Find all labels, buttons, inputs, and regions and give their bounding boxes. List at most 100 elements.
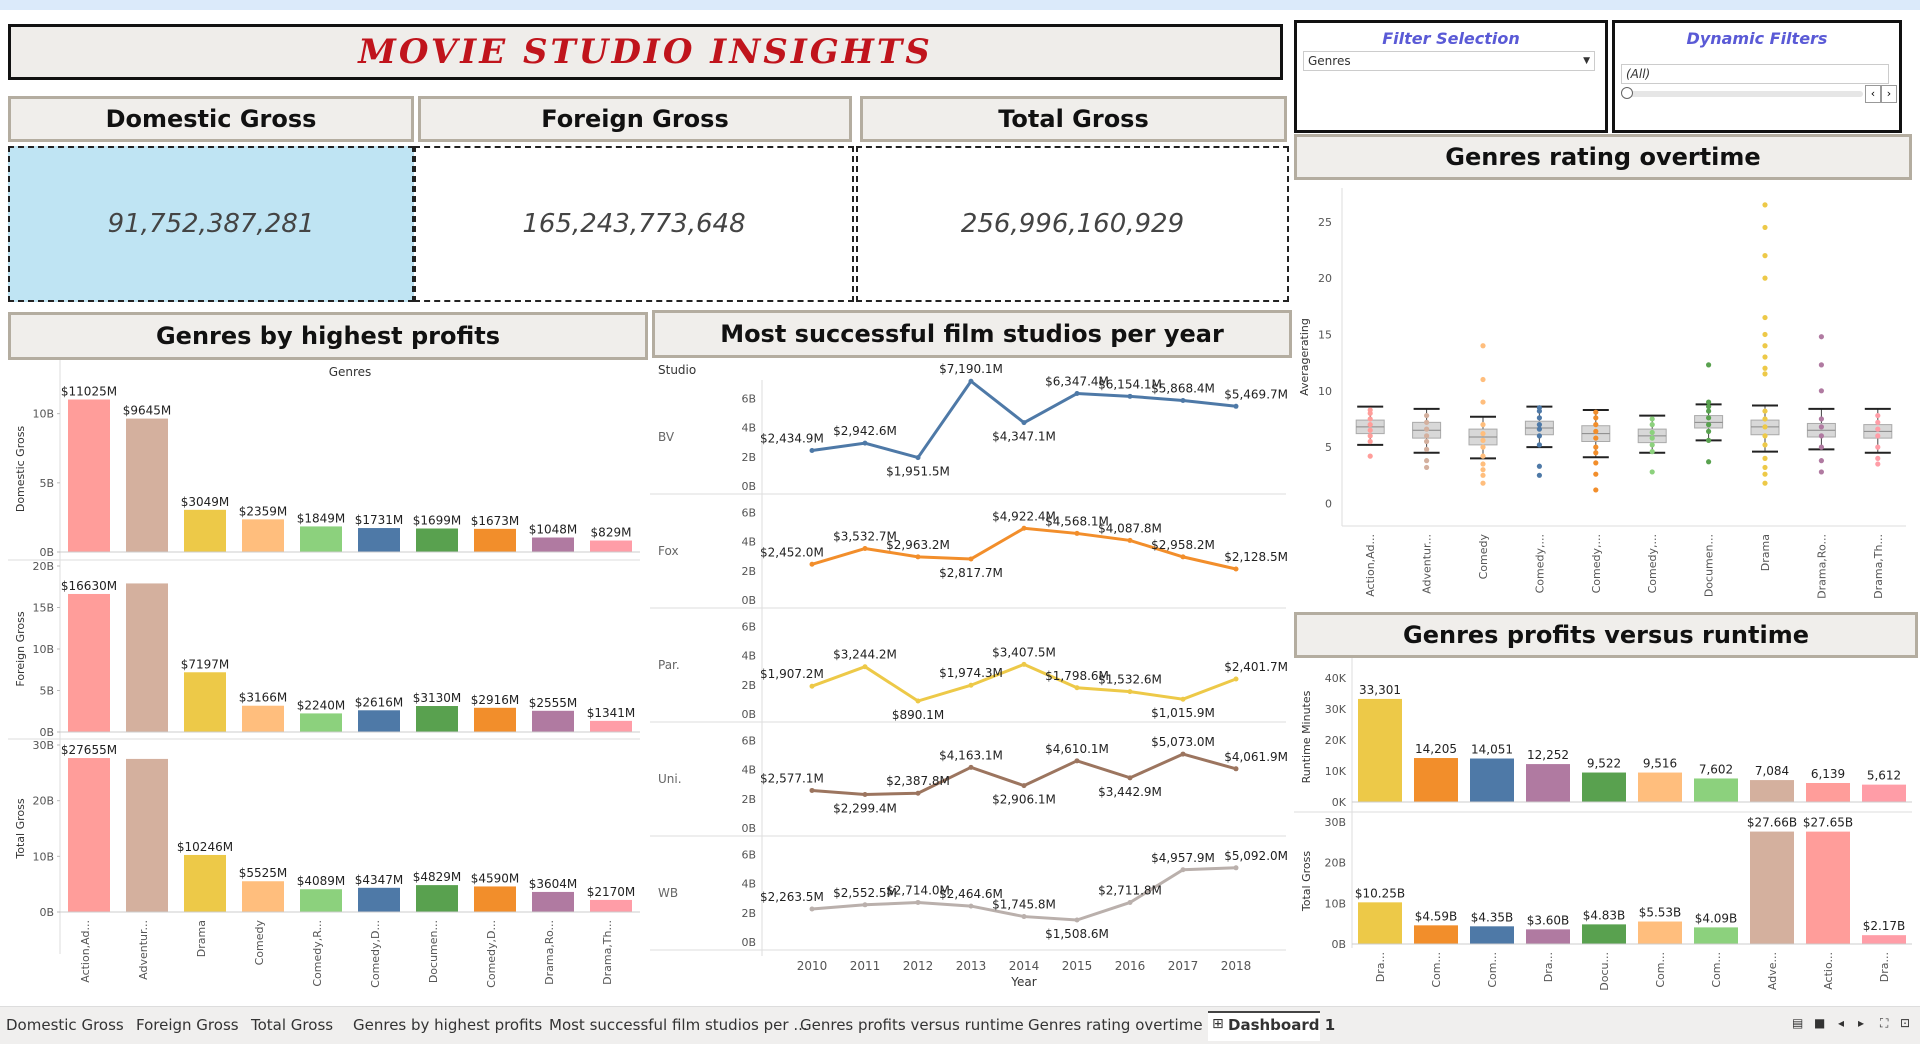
next-sheet-icon[interactable]: ▸ [1858,1016,1865,1030]
bar [1862,784,1906,802]
bar-label: $829M [591,526,632,540]
rating-point [1818,433,1824,439]
point-label: $5,469.7M [1224,387,1288,401]
bar [1414,925,1458,944]
x-tick-label: Documen... [1703,534,1716,597]
y-tick-label: 20 [1318,272,1332,285]
x-tick-label: Docu... [1598,952,1611,991]
data-point [1021,661,1027,667]
filter-selection-dropdown[interactable]: Genres ▼ [1303,51,1595,71]
dashboard-title-box: MOVIE STUDIO INSIGHTS [8,24,1283,80]
rating-point [1762,433,1768,439]
rating-point [1480,431,1486,437]
bar [358,887,400,912]
tab-dashboard-1[interactable]: Dashboard 1 [1228,1016,1336,1034]
kpi-value-total[interactable]: 256,996,160,929 [856,146,1289,302]
data-point [809,448,815,454]
point-label: $2,963.2M [886,538,950,552]
x-tick-label: Adventur... [1421,534,1434,594]
bar [68,399,110,552]
dynamic-filters-slider-track[interactable] [1623,91,1863,97]
data-point [1074,530,1080,536]
rating-point [1480,467,1486,473]
filmstrip-icon[interactable]: ■ [1814,1016,1826,1030]
bar-label: $4.83B [1583,908,1626,922]
y-tick-label: 30K [1325,703,1347,716]
rating-point [1536,422,1542,428]
presentation-icon[interactable]: ⊡ [1900,1016,1911,1030]
bar-label: $2555M [529,696,578,710]
rating-point [1762,416,1768,422]
rating-point [1706,403,1712,410]
rating-boxplot-chart[interactable]: 0 5 10 15 20 25 Averagerating Action,Ad... Adven… [1294,180,1912,610]
bar-label: $4.35B [1471,910,1514,924]
rating-point [1762,202,1768,208]
tab-genres-profits-runtime[interactable]: Genres profits versus runtime [800,1016,1024,1034]
data-point [809,787,815,793]
studios-line-chart[interactable]: Studio BV 0B 2B 4B 6B $2,434.9M $2,942.6M $1,951… [650,358,1292,994]
runtime-bar-chart[interactable]: 0K 10K 20K 30K 40K Runtime Minutes 33,301 14,20… [1294,658,1918,994]
kpi-value-foreign[interactable]: 165,243,773,648 [414,146,854,302]
rating-point [1762,253,1768,259]
y-tick-label: 10K [1325,765,1347,778]
bar [242,881,284,912]
tab-genres-by-highest-profits[interactable]: Genres by highest profits [353,1016,543,1034]
bar [242,705,284,732]
y-tick-label: 15 [1318,328,1332,341]
sheet-sorter-icon[interactable]: ▤ [1792,1016,1804,1030]
column-header: Studio [658,363,696,377]
data-point [1233,766,1239,772]
x-tick-label: Documen... [427,920,440,983]
bar-label: 14,051 [1471,743,1513,757]
x-tick-label: Drama,Ro... [1815,534,1828,599]
fullscreen-icon[interactable]: ⛶ [1880,1016,1889,1030]
rating-point [1424,458,1430,464]
point-label: $1,532.6M [1098,673,1162,687]
rating-point [1424,464,1430,471]
rating-point [1762,408,1768,414]
slider-next-icon[interactable]: › [1881,85,1897,103]
bar [1470,926,1514,944]
x-tick-label: Dra... [1878,952,1891,982]
rating-point [1762,371,1768,377]
genres-profits-chart[interactable]: Genres 0B 5B 10B Domestic Gross $11025M $9645M… [8,360,648,994]
tab-most-successful-studios[interactable]: Most successful film studios per ... [549,1016,808,1034]
y-tick-label: 2B [741,793,756,806]
y-tick-label: 10B [32,408,54,421]
y-tick-label: 5 [1325,441,1332,454]
bar [416,528,458,552]
bar-label: $5.53B [1639,906,1682,920]
kpi-value-domestic[interactable]: 91,752,387,281 [8,146,414,302]
rating-point [1424,412,1430,419]
rating-point [1649,422,1655,428]
point-label: $2,552.5M [833,886,897,900]
chevron-down-icon[interactable]: ▼ [1583,56,1590,66]
x-tick-label: Action,Ad... [1364,534,1377,597]
tab-domestic-gross[interactable]: Domestic Gross [6,1016,124,1034]
y-axis-title: Averagerating [1298,318,1311,396]
tab-total-gross[interactable]: Total Gross [251,1016,334,1034]
bar [358,528,400,552]
data-point [968,378,974,384]
point-label: $1,745.8M [992,898,1056,912]
tab-foreign-gross[interactable]: Foreign Gross [136,1016,239,1034]
y-tick-label: 0B [741,480,756,493]
x-tick-label: Comedy [253,920,266,966]
data-point [1021,783,1027,789]
dynamic-filters-input[interactable]: (All) [1621,64,1889,84]
dynamic-filters-slider-handle[interactable] [1621,87,1633,99]
y-tick-label: 0B [741,822,756,835]
bar [532,710,574,732]
data-point [862,664,868,670]
prev-sheet-icon[interactable]: ◂ [1838,1016,1845,1030]
rating-point [1480,472,1486,478]
bar-label: 33,301 [1359,683,1401,697]
rating-point [1875,426,1881,432]
series-line [811,752,1237,796]
point-label: $2,958.2M [1151,538,1215,552]
tab-genres-rating-overtime[interactable]: Genres rating overtime [1028,1016,1203,1034]
bar [416,885,458,912]
slider-prev-icon[interactable]: ‹ [1865,85,1881,103]
tab-dashboard-active-bg [1208,1011,1320,1041]
rating-point [1480,343,1486,349]
